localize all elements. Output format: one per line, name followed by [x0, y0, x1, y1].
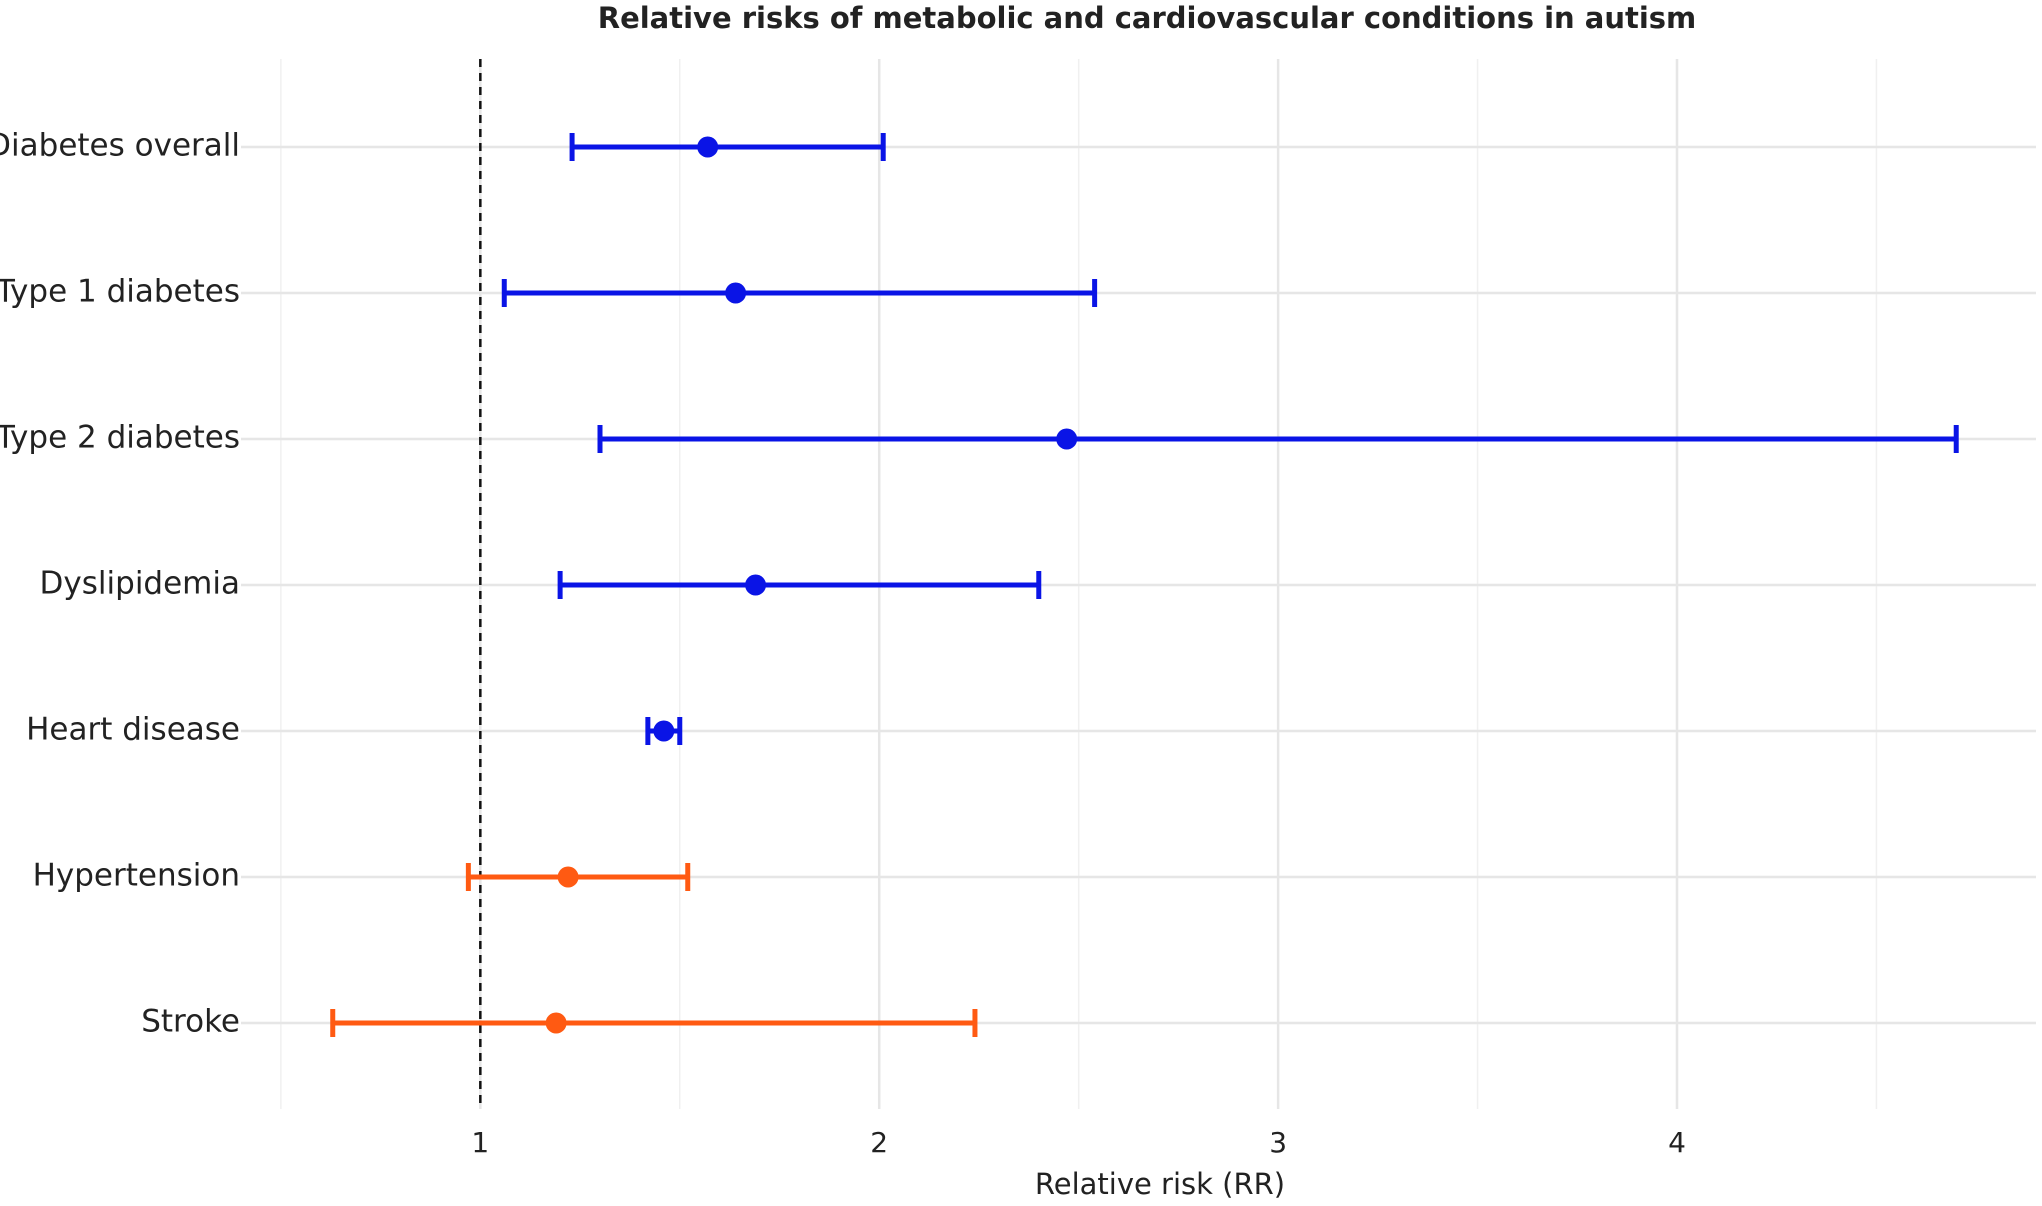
y-tick-label: Heart disease [26, 712, 240, 748]
y-tick-label: Diabetes overall [0, 128, 240, 164]
point [697, 136, 719, 158]
x-tick-label: 1 [471, 1126, 489, 1159]
point [557, 866, 579, 888]
point [725, 282, 747, 304]
point [745, 574, 767, 596]
y-tick-label: Type 2 diabetes [0, 420, 240, 456]
point [545, 1012, 567, 1034]
x-tick-label: 2 [870, 1126, 888, 1159]
y-tick-label: Dyslipidemia [40, 566, 240, 602]
point [653, 720, 675, 742]
point [1056, 428, 1078, 450]
x-tick-label: 3 [1269, 1126, 1287, 1159]
x-tick-label: 4 [1668, 1126, 1686, 1159]
y-tick-label: Hypertension [33, 858, 240, 894]
chart-title: Relative risks of metabolic and cardiova… [598, 1, 1697, 35]
x-axis-title: Relative risk (RR) [1035, 1167, 1285, 1201]
y-tick-label: Type 1 diabetes [0, 274, 240, 310]
y-tick-label: Stroke [141, 1004, 240, 1040]
